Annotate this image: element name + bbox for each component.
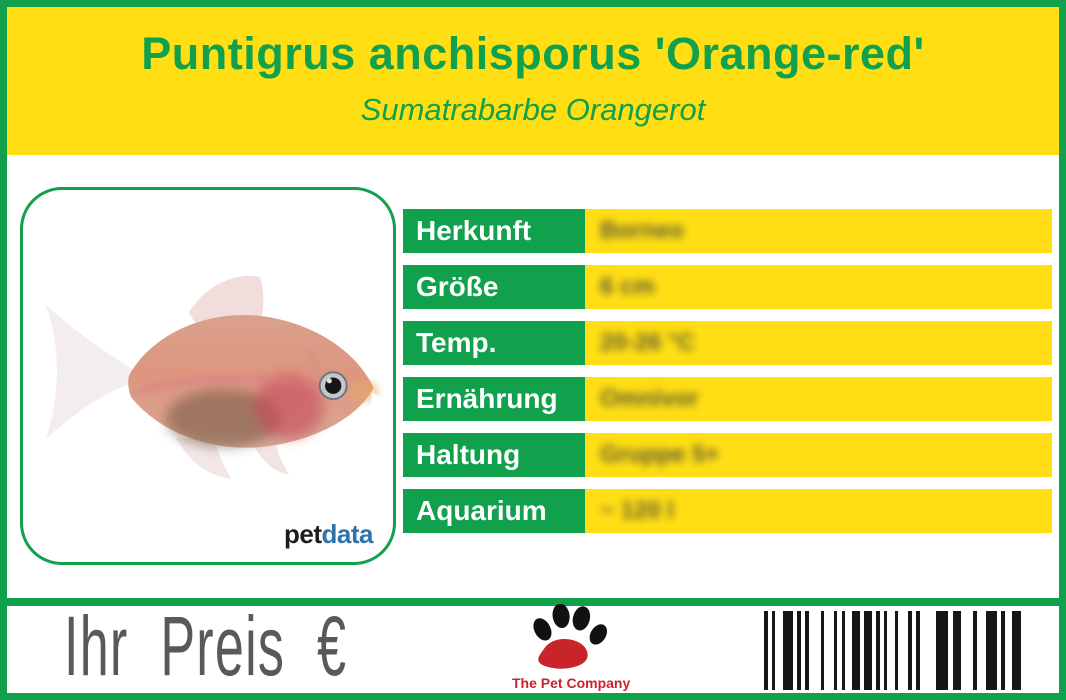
- barcode-bar: [764, 611, 768, 690]
- barcode-bar: [842, 611, 845, 690]
- barcode-bar: [797, 611, 801, 690]
- row-value: 20-26 °C: [585, 321, 1052, 365]
- table-row: Herkunft Borneo: [403, 209, 1052, 253]
- footer-divider: [0, 598, 1066, 606]
- company-name: The Pet Company: [512, 675, 631, 691]
- barcode-bar: [783, 611, 793, 690]
- row-value: ~ 120 l: [585, 489, 1052, 533]
- barcode-bar: [1012, 611, 1021, 690]
- row-value-text: 20-26 °C: [600, 329, 695, 356]
- fish-photo-box: petdata: [20, 187, 396, 565]
- species-subtitle: Sumatrabarbe Orangerot: [360, 91, 706, 127]
- species-title: Puntigrus anchisporus 'Orange-red': [141, 28, 925, 79]
- paw-icon: [533, 603, 608, 669]
- barcode-bar: [916, 611, 920, 690]
- barcode-bar: [1001, 611, 1005, 690]
- row-value: Omnivor: [585, 377, 1052, 421]
- row-value-text: Gruppe 5+: [600, 441, 720, 468]
- barcode-bar: [973, 611, 977, 690]
- fish-photo-image: [44, 275, 386, 480]
- row-value: 6 cm: [585, 265, 1052, 309]
- barcode-bar: [953, 611, 961, 690]
- table-row: Temp. 20-26 °C: [403, 321, 1052, 365]
- row-label: Herkunft: [403, 209, 585, 253]
- row-value-text: Omnivor: [600, 385, 699, 412]
- row-label: Aquarium: [403, 489, 585, 533]
- row-label: Haltung: [403, 433, 585, 477]
- barcode-bar: [772, 611, 775, 690]
- row-label: Größe: [403, 265, 585, 309]
- header-banner: Puntigrus anchisporus 'Orange-red' Sumat…: [7, 7, 1059, 155]
- row-value-text: Borneo: [600, 217, 684, 244]
- petdata-logo-pet: pet: [284, 519, 322, 549]
- barcode-bar: [821, 611, 824, 690]
- price-label: Ihr Preis €: [64, 599, 348, 693]
- row-value-text: 6 cm: [600, 273, 655, 300]
- table-row: Größe 6 cm: [403, 265, 1052, 309]
- table-row: Ernährung Omnivor: [403, 377, 1052, 421]
- barcode-bar: [895, 611, 898, 690]
- petdata-logo-data: data: [321, 519, 374, 549]
- barcode-bar: [884, 611, 887, 690]
- barcode-bar: [936, 611, 948, 690]
- table-row: Aquarium ~ 120 l: [403, 489, 1052, 533]
- barcode-bar: [864, 611, 872, 690]
- table-row: Haltung Gruppe 5+: [403, 433, 1052, 477]
- barcode-bar: [876, 611, 880, 690]
- row-label: Ernährung: [403, 377, 585, 421]
- barcode-bar: [908, 611, 912, 690]
- row-value: Borneo: [585, 209, 1052, 253]
- petdata-logo: petdata: [284, 519, 373, 550]
- row-label: Temp.: [403, 321, 585, 365]
- barcode-bar: [852, 611, 860, 690]
- barcode-bar: [986, 611, 997, 690]
- barcode-bar: [834, 611, 837, 690]
- barcode: [764, 611, 1032, 690]
- company-logo: The Pet Company: [512, 603, 631, 692]
- row-value-text: ~ 120 l: [600, 497, 675, 524]
- row-value: Gruppe 5+: [585, 433, 1052, 477]
- barcode-bar: [805, 611, 809, 690]
- species-info-table: Herkunft Borneo Größe 6 cm Temp. 20-26 °…: [403, 209, 1052, 533]
